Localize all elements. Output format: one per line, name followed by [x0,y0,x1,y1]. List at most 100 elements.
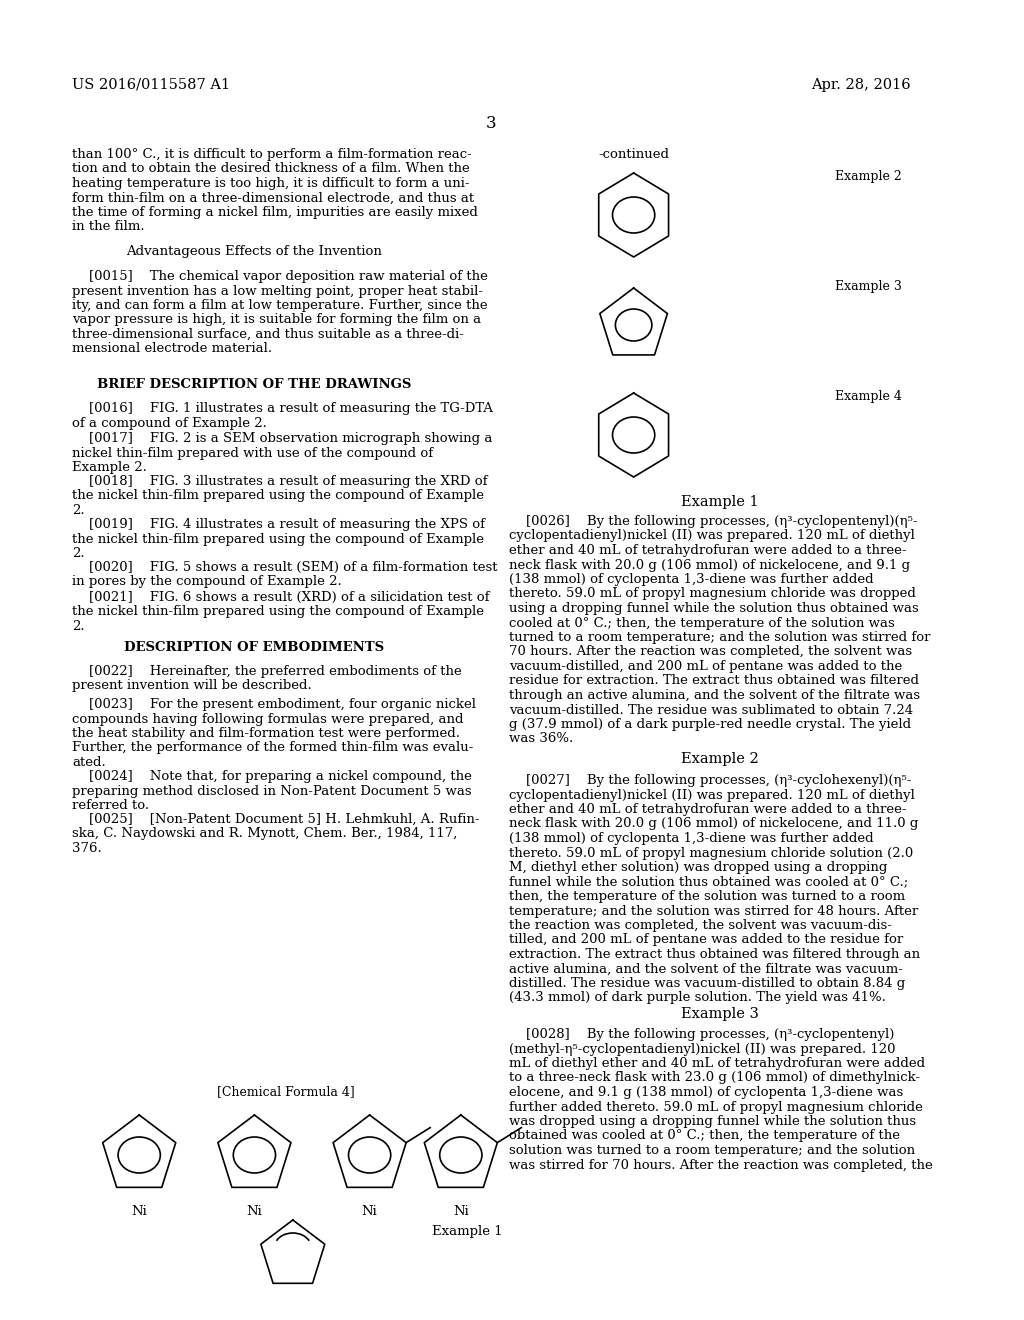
Text: [0016]    FIG. 1 illustrates a result of measuring the TG-DTA: [0016] FIG. 1 illustrates a result of me… [72,403,493,414]
Text: present invention has a low melting point, proper heat stabil-: present invention has a low melting poin… [72,285,483,297]
Text: [0024]    Note that, for preparing a nickel compound, the: [0024] Note that, for preparing a nickel… [72,770,472,783]
Text: ated.: ated. [72,756,105,770]
Text: (138 mmol) of cyclopenta 1,3-diene was further added: (138 mmol) of cyclopenta 1,3-diene was f… [509,573,873,586]
Text: [0027]    By the following processes, (η³-cyclohexenyl)(η⁵-: [0027] By the following processes, (η³-c… [509,774,911,787]
Text: of a compound of Example 2.: of a compound of Example 2. [72,417,267,429]
Text: Apr. 28, 2016: Apr. 28, 2016 [811,78,911,92]
Text: the nickel thin-film prepared using the compound of Example: the nickel thin-film prepared using the … [72,490,484,503]
Text: DESCRIPTION OF EMBODIMENTS: DESCRIPTION OF EMBODIMENTS [124,642,384,653]
Text: ether and 40 mL of tetrahydrofuran were added to a three-: ether and 40 mL of tetrahydrofuran were … [509,803,906,816]
Text: elocene, and 9.1 g (138 mmol) of cyclopenta 1,3-diene was: elocene, and 9.1 g (138 mmol) of cyclope… [509,1086,903,1100]
Text: to a three-neck flask with 23.0 g (106 mmol) of dimethylnick-: to a three-neck flask with 23.0 g (106 m… [509,1072,920,1085]
Text: the time of forming a nickel film, impurities are easily mixed: the time of forming a nickel film, impur… [72,206,478,219]
Text: [0015]    The chemical vapor deposition raw material of the: [0015] The chemical vapor deposition raw… [72,271,487,282]
Text: Example 1: Example 1 [681,495,759,510]
Text: Example 1: Example 1 [432,1225,503,1238]
Text: ity, and can form a film at low temperature. Further, since the: ity, and can form a film at low temperat… [72,300,487,312]
Text: present invention will be described.: present invention will be described. [72,680,311,693]
Text: three-dimensional surface, and thus suitable as a three-di-: three-dimensional surface, and thus suit… [72,327,464,341]
Text: the reaction was completed, the solvent was vacuum-dis-: the reaction was completed, the solvent … [509,919,892,932]
Text: (138 mmol) of cyclopenta 1,3-diene was further added: (138 mmol) of cyclopenta 1,3-diene was f… [509,832,873,845]
Text: neck flask with 20.0 g (106 mmol) of nickelocene, and 9.1 g: neck flask with 20.0 g (106 mmol) of nic… [509,558,910,572]
Text: (methyl-η⁵-cyclopentadienyl)nickel (II) was prepared. 120: (methyl-η⁵-cyclopentadienyl)nickel (II) … [509,1043,895,1056]
Text: thereto. 59.0 mL of propyl magnesium chloride solution (2.0: thereto. 59.0 mL of propyl magnesium chl… [509,846,913,859]
Text: 2.: 2. [72,504,85,517]
Text: Example 3: Example 3 [836,280,902,293]
Text: in pores by the compound of Example 2.: in pores by the compound of Example 2. [72,576,342,589]
Text: M, diethyl ether solution) was dropped using a dropping: M, diethyl ether solution) was dropped u… [509,861,887,874]
Text: heating temperature is too high, it is difficult to form a uni-: heating temperature is too high, it is d… [72,177,470,190]
Text: [Chemical Formula 4]: [Chemical Formula 4] [217,1085,355,1098]
Text: extraction. The extract thus obtained was filtered through an: extraction. The extract thus obtained wa… [509,948,920,961]
Text: solution was turned to a room temperature; and the solution: solution was turned to a room temperatur… [509,1144,915,1158]
Text: through an active alumina, and the solvent of the filtrate was: through an active alumina, and the solve… [509,689,920,702]
Text: vapor pressure is high, it is suitable for forming the film on a: vapor pressure is high, it is suitable f… [72,314,481,326]
Text: Further, the performance of the formed thin-film was evalu-: Further, the performance of the formed t… [72,742,473,755]
Text: cooled at 0° C.; then, the temperature of the solution was: cooled at 0° C.; then, the temperature o… [509,616,895,630]
Text: using a dropping funnel while the solution thus obtained was: using a dropping funnel while the soluti… [509,602,919,615]
Text: [0020]    FIG. 5 shows a result (SEM) of a film-formation test: [0020] FIG. 5 shows a result (SEM) of a … [72,561,498,574]
Text: Ni: Ni [131,1205,147,1218]
Text: turned to a room temperature; and the solution was stirred for: turned to a room temperature; and the so… [509,631,931,644]
Text: referred to.: referred to. [72,799,150,812]
Text: cyclopentadienyl)nickel (II) was prepared. 120 mL of diethyl: cyclopentadienyl)nickel (II) was prepare… [509,529,914,543]
Text: tilled, and 200 mL of pentane was added to the residue for: tilled, and 200 mL of pentane was added … [509,933,903,946]
Text: active alumina, and the solvent of the filtrate was vacuum-: active alumina, and the solvent of the f… [509,962,903,975]
Text: g (37.9 mmol) of a dark purple-red needle crystal. The yield: g (37.9 mmol) of a dark purple-red needl… [509,718,911,731]
Text: mensional electrode material.: mensional electrode material. [72,342,272,355]
Text: in the film.: in the film. [72,220,144,234]
Text: Ni: Ni [453,1205,469,1218]
Text: -continued: -continued [598,148,669,161]
Text: 2.: 2. [72,546,85,560]
Text: vacuum-distilled. The residue was sublimated to obtain 7.24: vacuum-distilled. The residue was sublim… [509,704,913,717]
Text: (43.3 mmol) of dark purple solution. The yield was 41%.: (43.3 mmol) of dark purple solution. The… [509,991,886,1005]
Text: Example 2: Example 2 [681,752,759,766]
Text: [0025]    [Non-Patent Document 5] H. Lehmkuhl, A. Rufin-: [0025] [Non-Patent Document 5] H. Lehmku… [72,813,479,826]
Text: [0023]    For the present embodiment, four organic nickel: [0023] For the present embodiment, four … [72,698,476,711]
Text: was stirred for 70 hours. After the reaction was completed, the: was stirred for 70 hours. After the reac… [509,1159,933,1172]
Text: distilled. The residue was vacuum-distilled to obtain 8.84 g: distilled. The residue was vacuum-distil… [509,977,905,990]
Text: Ni: Ni [247,1205,262,1218]
Text: [0026]    By the following processes, (η³-cyclopentenyl)(η⁵-: [0026] By the following processes, (η³-c… [509,515,918,528]
Text: [0019]    FIG. 4 illustrates a result of measuring the XPS of: [0019] FIG. 4 illustrates a result of me… [72,517,485,531]
Text: Example 2: Example 2 [836,170,902,183]
Text: US 2016/0115587 A1: US 2016/0115587 A1 [72,78,230,92]
Text: Example 4: Example 4 [836,389,902,403]
Text: 2.: 2. [72,620,85,634]
Text: ska, C. Naydowski and R. Mynott, Chem. Ber., 1984, 117,: ska, C. Naydowski and R. Mynott, Chem. B… [72,828,458,841]
Text: Example 2.: Example 2. [72,461,146,474]
Text: Advantageous Effects of the Invention: Advantageous Effects of the Invention [127,246,382,257]
Text: mL of diethyl ether and 40 mL of tetrahydrofuran were added: mL of diethyl ether and 40 mL of tetrahy… [509,1057,925,1071]
Text: Example 3: Example 3 [681,1007,759,1020]
Text: [0018]    FIG. 3 illustrates a result of measuring the XRD of: [0018] FIG. 3 illustrates a result of me… [72,475,487,488]
Text: then, the temperature of the solution was turned to a room: then, the temperature of the solution wa… [509,890,905,903]
Text: ether and 40 mL of tetrahydrofuran were added to a three-: ether and 40 mL of tetrahydrofuran were … [509,544,906,557]
Text: was 36%.: was 36%. [509,733,573,746]
Text: the heat stability and film-formation test were performed.: the heat stability and film-formation te… [72,727,460,741]
Text: funnel while the solution thus obtained was cooled at 0° C.;: funnel while the solution thus obtained … [509,875,908,888]
Text: obtained was cooled at 0° C.; then, the temperature of the: obtained was cooled at 0° C.; then, the … [509,1130,900,1143]
Text: [0021]    FIG. 6 shows a result (XRD) of a silicidation test of: [0021] FIG. 6 shows a result (XRD) of a … [72,591,489,605]
Text: the nickel thin-film prepared using the compound of Example: the nickel thin-film prepared using the … [72,532,484,545]
Text: vacuum-distilled, and 200 mL of pentane was added to the: vacuum-distilled, and 200 mL of pentane … [509,660,902,673]
Text: [0022]    Hereinafter, the preferred embodiments of the: [0022] Hereinafter, the preferred embodi… [72,665,462,678]
Text: than 100° C., it is difficult to perform a film-formation reac-: than 100° C., it is difficult to perform… [72,148,472,161]
Text: compounds having following formulas were prepared, and: compounds having following formulas were… [72,713,464,726]
Text: thereto. 59.0 mL of propyl magnesium chloride was dropped: thereto. 59.0 mL of propyl magnesium chl… [509,587,915,601]
Text: 3: 3 [486,115,497,132]
Text: the nickel thin-film prepared using the compound of Example: the nickel thin-film prepared using the … [72,606,484,619]
Text: residue for extraction. The extract thus obtained was filtered: residue for extraction. The extract thus… [509,675,919,688]
Text: temperature; and the solution was stirred for 48 hours. After: temperature; and the solution was stirre… [509,904,919,917]
Text: [0028]    By the following processes, (η³-cyclopentenyl): [0028] By the following processes, (η³-c… [509,1028,894,1041]
Text: 70 hours. After the reaction was completed, the solvent was: 70 hours. After the reaction was complet… [509,645,912,659]
Text: Ni: Ni [361,1205,378,1218]
Text: was dropped using a dropping funnel while the solution thus: was dropped using a dropping funnel whil… [509,1115,915,1129]
Text: nickel thin-film prepared with use of the compound of: nickel thin-film prepared with use of th… [72,446,433,459]
Text: 376.: 376. [72,842,101,855]
Text: neck flask with 20.0 g (106 mmol) of nickelocene, and 11.0 g: neck flask with 20.0 g (106 mmol) of nic… [509,817,919,830]
Text: further added thereto. 59.0 mL of propyl magnesium chloride: further added thereto. 59.0 mL of propyl… [509,1101,923,1114]
Text: [0017]    FIG. 2 is a SEM observation micrograph showing a: [0017] FIG. 2 is a SEM observation micro… [72,432,493,445]
Text: preparing method disclosed in Non-Patent Document 5 was: preparing method disclosed in Non-Patent… [72,784,472,797]
Text: BRIEF DESCRIPTION OF THE DRAWINGS: BRIEF DESCRIPTION OF THE DRAWINGS [97,378,412,391]
Text: cyclopentadienyl)nickel (II) was prepared. 120 mL of diethyl: cyclopentadienyl)nickel (II) was prepare… [509,788,914,801]
